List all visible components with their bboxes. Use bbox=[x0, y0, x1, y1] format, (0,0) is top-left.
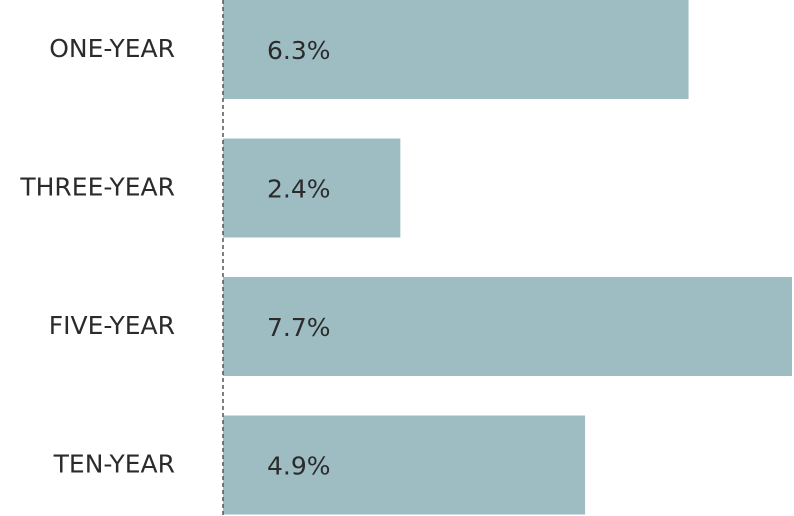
value-label: 2.4% bbox=[267, 175, 331, 204]
y-tick-label: THREE-YEAR bbox=[19, 173, 175, 202]
value-label: 4.9% bbox=[267, 452, 331, 481]
value-label: 6.3% bbox=[267, 36, 331, 65]
y-tick-label: TEN-YEAR bbox=[53, 450, 175, 479]
bar bbox=[223, 138, 401, 238]
y-tick-label: FIVE-YEAR bbox=[49, 311, 175, 340]
value-label: 7.7% bbox=[267, 313, 331, 342]
y-tick-label: ONE-YEAR bbox=[49, 34, 175, 63]
bar bbox=[223, 0, 689, 99]
bar bbox=[223, 277, 792, 376]
bar bbox=[223, 415, 586, 515]
